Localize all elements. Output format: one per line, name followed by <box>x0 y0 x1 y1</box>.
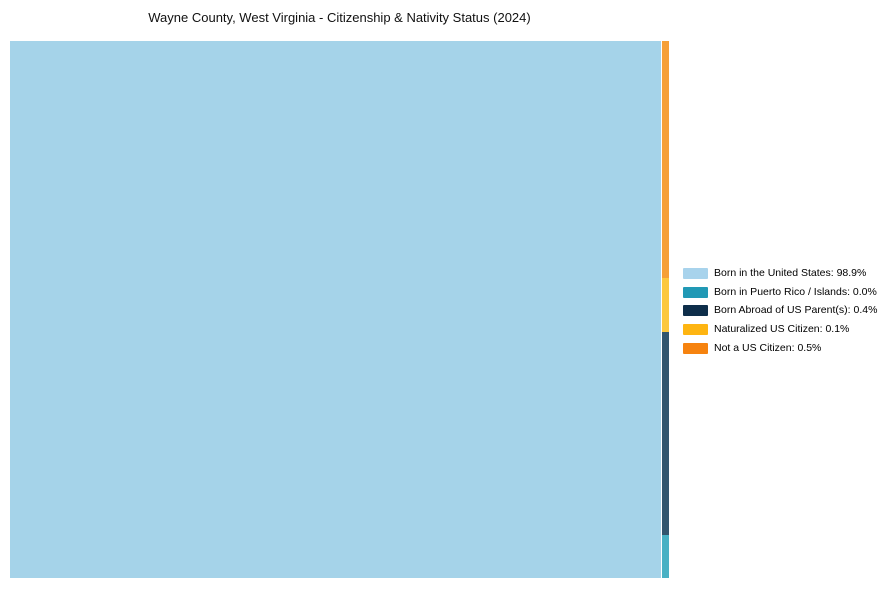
legend-label-born-puerto-rico: Born in Puerto Rico / Islands: 0.0% <box>714 285 877 298</box>
legend-item-not-citizen: Not a US Citizen: 0.5% <box>683 341 877 354</box>
treemap-rect-not-a-us-citizen <box>662 41 669 278</box>
chart-title: Wayne County, West Virginia - Citizenshi… <box>148 10 531 25</box>
legend-label-naturalized: Naturalized US Citizen: 0.1% <box>714 323 850 336</box>
legend-swatch-born-abroad <box>683 305 708 317</box>
legend: Born in the United States: 98.9% Born in… <box>683 268 877 361</box>
legend-swatch-not-citizen <box>683 342 708 354</box>
treemap-rect-naturalized-us-citizen <box>662 277 669 332</box>
legend-item-naturalized: Naturalized US Citizen: 0.1% <box>683 323 877 336</box>
legend-item-born-puerto-rico: Born in Puerto Rico / Islands: 0.0% <box>683 285 877 298</box>
legend-item-born-in-us: Born in the United States: 98.9% <box>683 268 877 279</box>
treemap-remainder-strip <box>662 41 669 578</box>
legend-label-not-citizen: Not a US Citizen: 0.5% <box>714 341 822 354</box>
legend-item-born-abroad: Born Abroad of US Parent(s): 0.4% <box>683 304 878 317</box>
treemap-rect-born-in-us <box>10 41 661 578</box>
legend-swatch-born-in-us <box>683 268 708 279</box>
legend-swatch-naturalized <box>683 324 708 336</box>
treemap-chart <box>10 41 669 578</box>
legend-label-born-abroad: Born Abroad of US Parent(s): 0.4% <box>714 304 878 317</box>
treemap-rect-born-puerto-rico-islands <box>662 534 669 578</box>
legend-label-born-in-us: Born in the United States: 98.9% <box>714 267 867 279</box>
legend-swatch-born-puerto-rico <box>683 286 708 298</box>
treemap-rect-born-abroad-us-parents <box>662 331 669 535</box>
